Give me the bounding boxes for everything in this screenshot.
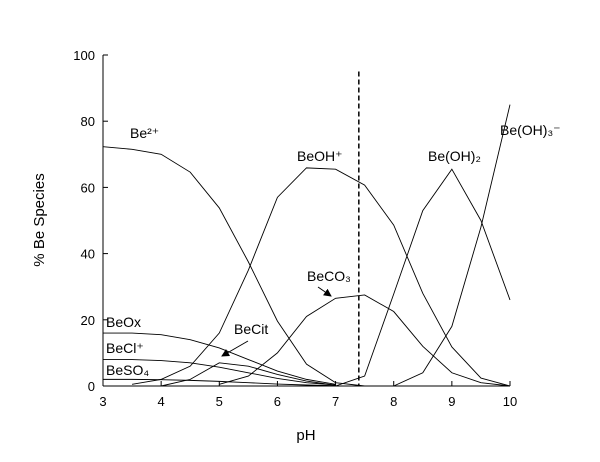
series-line (161, 362, 336, 387)
series-label: Be²⁺ (130, 125, 159, 141)
series-label: Be(OH)₃⁻ (500, 122, 561, 138)
series-line (103, 378, 336, 387)
x-tick-label: 3 (99, 394, 106, 409)
y-tick-label: 80 (81, 114, 95, 129)
series-label: BeSO₄ (106, 362, 149, 378)
x-axis-label: pH (296, 427, 315, 444)
series-line (131, 167, 511, 387)
annotation-arrow (317, 286, 332, 297)
y-axis-label: % Be Species (31, 173, 48, 266)
x-tick-label: 7 (332, 394, 339, 409)
y-tick-label: 60 (81, 180, 95, 195)
series-line (219, 294, 511, 387)
x-tick-label: 8 (390, 394, 397, 409)
series-line (335, 168, 511, 387)
x-tick-label: 10 (503, 394, 517, 409)
x-tick-label: 6 (274, 394, 281, 409)
x-tick-label: 9 (448, 394, 455, 409)
series-line (103, 359, 336, 386)
series-label: BeOx (106, 314, 141, 330)
series-line (102, 146, 365, 387)
series-label: BeOH⁺ (297, 148, 343, 164)
series-label: Be(OH)₂ (428, 148, 481, 164)
series-label: BeCO₃ (307, 268, 351, 284)
y-tick-label: 0 (88, 379, 95, 394)
y-tick-label: 20 (81, 313, 95, 328)
annotation-arrow (221, 340, 249, 357)
y-tick-label: 40 (81, 247, 95, 262)
series-line (103, 332, 336, 385)
series-label: BeCit (234, 321, 268, 337)
series-label: BeCl⁺ (106, 340, 144, 356)
y-tick-label: 100 (73, 48, 95, 63)
x-tick-label: 4 (158, 394, 165, 409)
series-line (393, 104, 511, 387)
x-tick-label: 5 (216, 394, 223, 409)
